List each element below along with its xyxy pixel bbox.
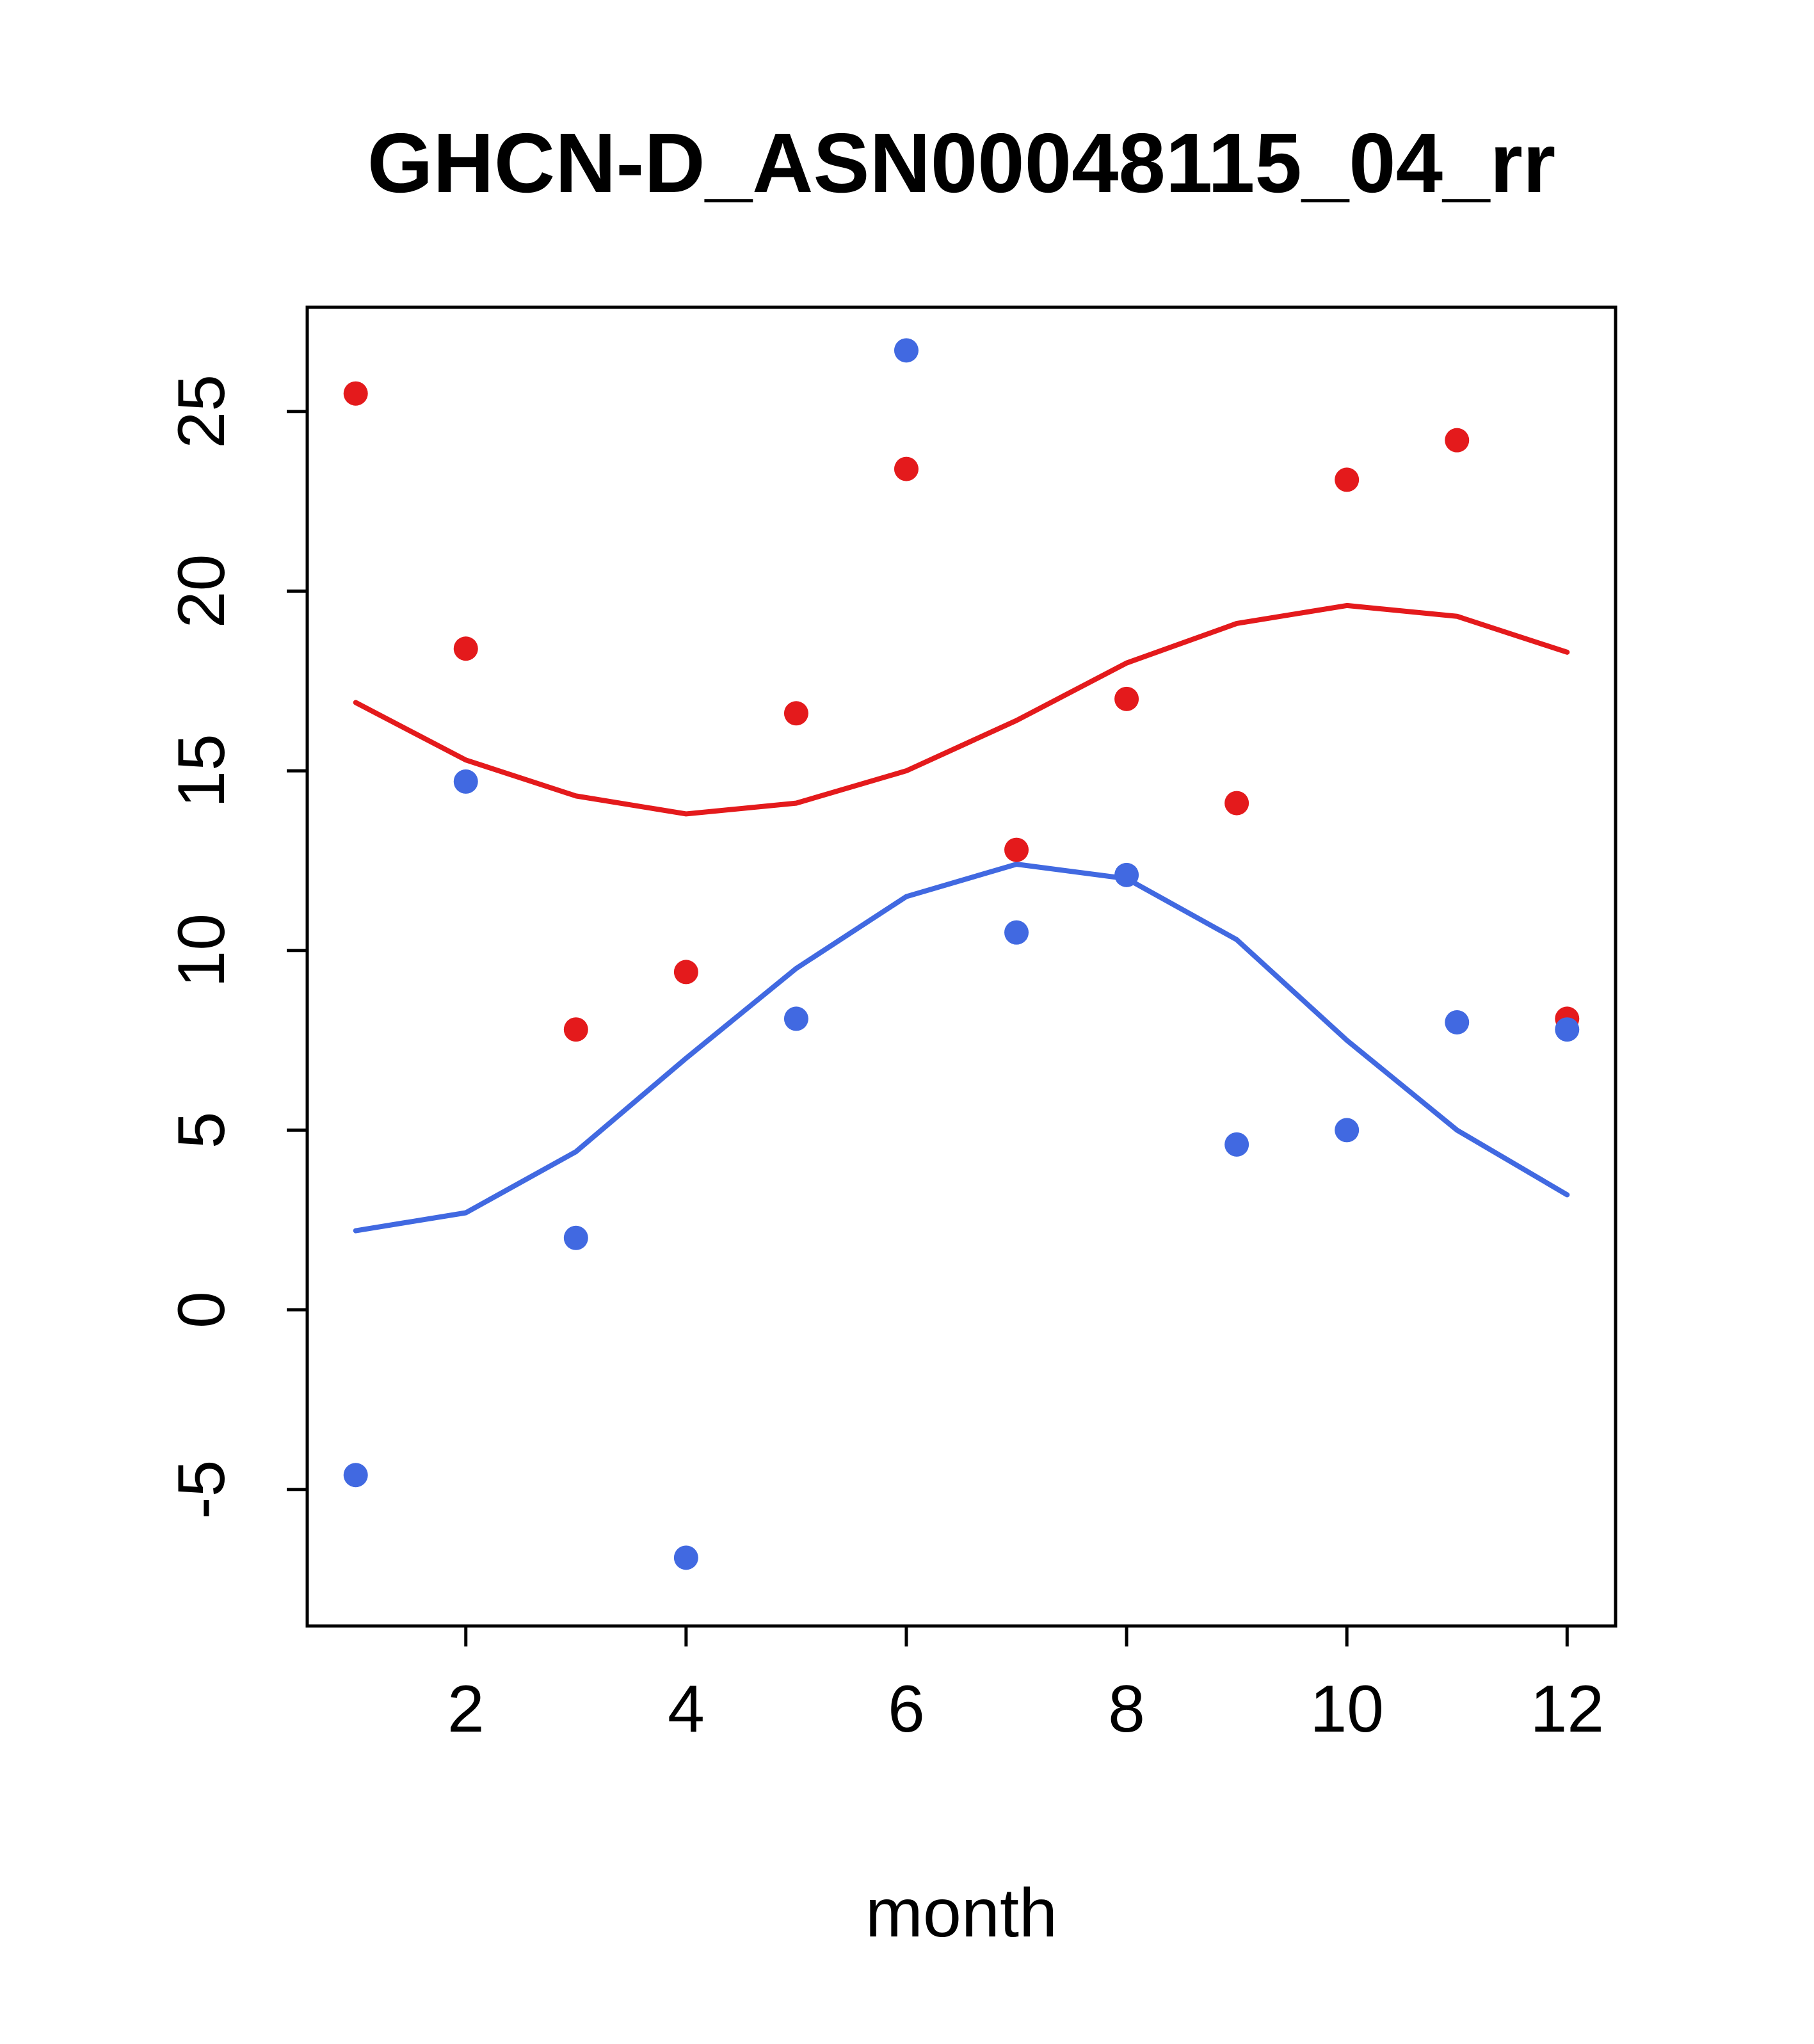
y-tick-label: 25 <box>165 374 239 449</box>
plot-area: 2 4 6 8 10 12 -5 0 5 10 15 20 25 <box>165 305 1617 1746</box>
blue-point-m7 <box>1004 920 1029 945</box>
red-point-m9 <box>1224 791 1249 816</box>
x-tick-label: 10 <box>1310 1672 1384 1746</box>
blue-point-m10 <box>1335 1118 1360 1143</box>
y-tick-label: -5 <box>165 1460 239 1518</box>
red-point-m2 <box>453 636 478 661</box>
blue-point-m12 <box>1555 1017 1580 1042</box>
x-tick-label: 4 <box>668 1672 705 1746</box>
plot-border <box>305 305 1617 1628</box>
x-tick-label: 12 <box>1530 1672 1604 1746</box>
blue-trend-line <box>353 862 1570 1234</box>
y-tick-label: 0 <box>165 1291 239 1328</box>
red-point-m1 <box>343 381 368 406</box>
x-tick-label: 2 <box>447 1672 485 1746</box>
y-tick-label: 5 <box>165 1111 239 1148</box>
red-point-m8 <box>1114 686 1139 711</box>
blue-point-m9 <box>1224 1132 1249 1157</box>
blue-point-m8 <box>1114 862 1139 887</box>
y-tick-label: 20 <box>165 554 239 629</box>
blue-point-m1 <box>343 1463 368 1488</box>
y-tick-label: 15 <box>165 734 239 808</box>
red-point-m6 <box>894 456 919 481</box>
blue-point-m4 <box>673 1545 698 1570</box>
red-point-m11 <box>1445 428 1470 453</box>
red-point-m10 <box>1335 467 1360 492</box>
blue-point-m2 <box>453 769 478 794</box>
blue-point-m5 <box>783 1006 808 1031</box>
blue-point-m3 <box>563 1225 588 1250</box>
x-axis-label: month <box>865 1874 1057 1951</box>
y-tick-label: 10 <box>165 913 239 988</box>
x-tick-label: 6 <box>888 1672 925 1746</box>
chart-title: GHCN-D_ASN00048115_04_rr <box>367 116 1555 210</box>
red-point-m7 <box>1004 837 1029 862</box>
blue-point-m11 <box>1445 1010 1470 1035</box>
red-trend-line <box>353 602 1570 817</box>
x-tick-label: 8 <box>1108 1672 1145 1746</box>
red-point-m4 <box>673 960 698 985</box>
red-point-m5 <box>783 701 808 726</box>
blue-point-m6 <box>894 338 919 363</box>
red-point-m3 <box>563 1017 588 1042</box>
